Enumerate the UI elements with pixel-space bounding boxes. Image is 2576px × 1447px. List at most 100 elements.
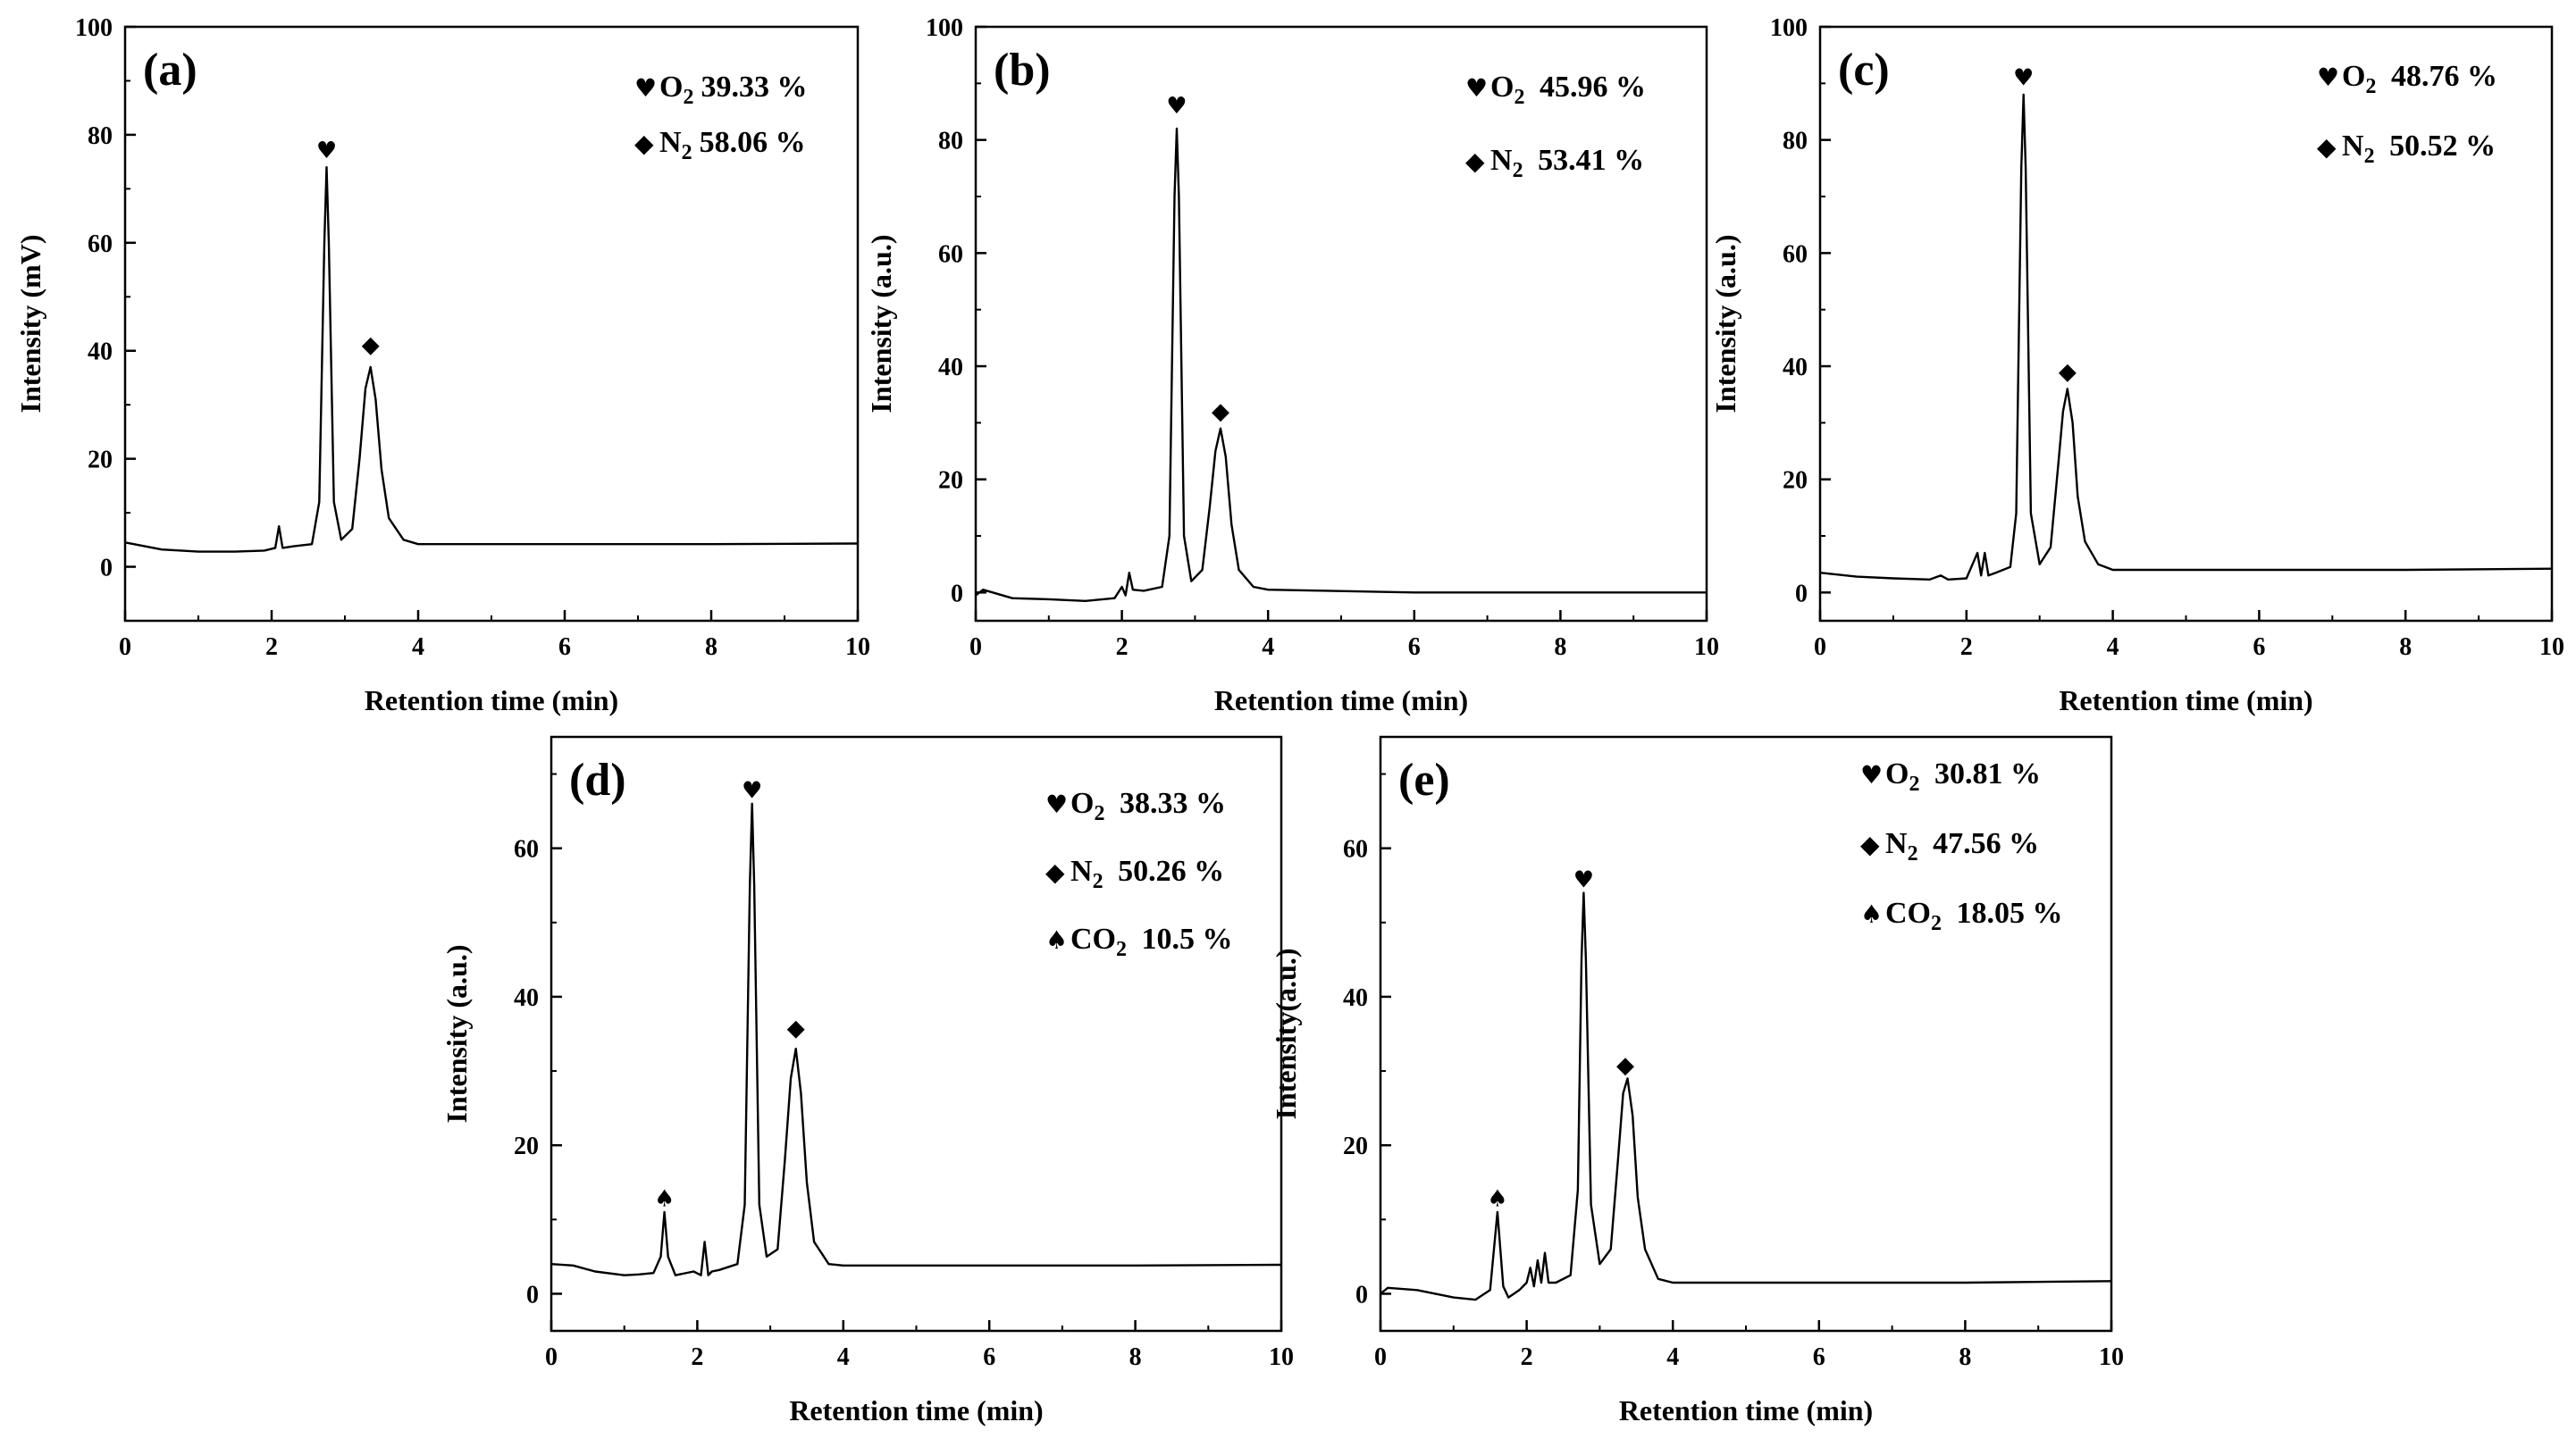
x-tick-label: 4 xyxy=(1666,1343,1679,1371)
legend-symbol-n2: ◆ xyxy=(1045,857,1065,887)
panel-d: 0 2 4 6 8 10 0 20 40 60 Retention time (min) Intens… xyxy=(441,735,1294,1426)
x-tick-label: 0 xyxy=(969,633,982,661)
y-tick-label: 100 xyxy=(926,14,963,42)
x-tick-label: 8 xyxy=(1554,633,1566,661)
legend-value: 30.81 % xyxy=(1926,757,2041,790)
x-tick-label: 2 xyxy=(265,633,278,661)
legend-entry-o2: O2 30.81 % xyxy=(1885,757,2041,796)
plot-frame xyxy=(123,25,860,623)
legend-formula: N xyxy=(1885,827,1908,860)
chromatogram-line xyxy=(124,166,859,553)
legend-value: 38.33 % xyxy=(1112,787,1226,820)
x-tick-label: 6 xyxy=(2253,633,2265,661)
y-tick-label: 80 xyxy=(88,122,113,150)
legend-formula: O xyxy=(1490,71,1514,104)
legend-value: 53.41 % xyxy=(1531,144,1645,177)
x-tick-label: 2 xyxy=(691,1343,703,1371)
legend-symbol-o2: ♥ xyxy=(634,73,657,103)
x-tick-label: 2 xyxy=(1521,1343,1533,1371)
legend-symbol-o2: ♥ xyxy=(2317,63,2339,92)
x-tick-label: 8 xyxy=(2399,633,2412,661)
peak-marker-o2: ♥ xyxy=(316,138,337,164)
x-tick-label: 6 xyxy=(558,633,571,661)
y-axis-title: Intensity (a.u.) xyxy=(441,944,473,1123)
legend-formula: N xyxy=(1490,144,1513,177)
legend-subscript: 2 xyxy=(1909,773,1919,796)
y-tick-label: 80 xyxy=(938,128,963,155)
chromatogram-line xyxy=(550,802,1282,1276)
x-axis-title: Retention time (min) xyxy=(2059,684,2312,716)
y-tick-label: 40 xyxy=(514,984,539,1012)
y-tick-label: 20 xyxy=(1783,467,1808,495)
legend-symbol-n2: ◆ xyxy=(1860,830,1880,859)
legend-value: 48.76 % xyxy=(2383,60,2497,93)
peak-marker-n2: ◆ xyxy=(362,332,380,359)
x-axis-title: Retention time (min) xyxy=(1214,684,1468,716)
chromatogram-line xyxy=(975,127,1707,602)
panel-e: 0 2 4 6 8 10 0 20 40 60 Retention time (min) Intens… xyxy=(1270,735,2124,1426)
y-tick-label: 60 xyxy=(88,230,113,258)
x-tick-label: 4 xyxy=(1262,633,1274,661)
legend-formula: N xyxy=(659,126,682,159)
legend-subscript: 2 xyxy=(1931,912,1942,935)
panel-label: (d) xyxy=(569,755,626,806)
legend-entry-co2: CO2 18.05 % xyxy=(1885,897,2063,935)
y-tick-label: 100 xyxy=(75,14,113,42)
legend-entry-o2: O2 39.33 % xyxy=(659,71,807,109)
chromatogram-line xyxy=(1380,891,2112,1301)
x-tick-label: 4 xyxy=(837,1343,850,1371)
x-tick-label: 0 xyxy=(545,1343,558,1371)
legend-entry-o2: O2 38.33 % xyxy=(1070,787,1226,825)
y-axis-title: Intensity(a.u.) xyxy=(1270,948,1302,1119)
legend-value: 10.5 % xyxy=(1134,923,1233,956)
x-tick-label: 6 xyxy=(983,1343,995,1371)
legend-formula: O xyxy=(2342,60,2365,93)
legend-entry-n2: N2 50.26 % xyxy=(1070,855,1224,893)
y-tick-label: 20 xyxy=(938,467,963,495)
legend-subscript: 2 xyxy=(683,86,693,109)
y-tick-label: 80 xyxy=(1783,128,1808,155)
x-tick-label: 10 xyxy=(1269,1343,1294,1371)
plot-frame xyxy=(1379,735,2113,1333)
chromatogram-line xyxy=(1819,93,2553,581)
x-tick-label: 2 xyxy=(1116,633,1129,661)
y-tick-label: 0 xyxy=(100,555,113,582)
legend-entry-o2: O2 45.96 % xyxy=(1490,71,1646,109)
legend-value: 39.33 % xyxy=(701,71,807,104)
y-tick-label: 60 xyxy=(514,836,539,864)
x-tick-label: 10 xyxy=(2099,1343,2124,1371)
legend-subscript: 2 xyxy=(2364,145,2375,168)
legend-symbol-o2: ♥ xyxy=(1045,790,1068,819)
legend-value: 58.06 % xyxy=(700,126,806,159)
y-tick-label: 100 xyxy=(1770,14,1808,42)
y-axis-title: Intensity (a.u.) xyxy=(1709,234,1741,413)
legend-symbol-o2: ♥ xyxy=(1860,760,1883,790)
y-tick-label: 0 xyxy=(1795,580,1808,607)
x-tick-label: 6 xyxy=(1408,633,1421,661)
legend-symbol-co2: ♠ xyxy=(1045,925,1068,955)
legend-entry-o2: O2 48.76 % xyxy=(2342,60,2497,98)
legend-value: 50.52 % xyxy=(2382,130,2496,163)
x-tick-label: 0 xyxy=(1374,1343,1387,1371)
plot-frame xyxy=(1818,25,2554,623)
y-tick-label: 20 xyxy=(514,1133,539,1160)
peak-marker-n2: ◆ xyxy=(1616,1052,1634,1079)
peak-marker-n2: ◆ xyxy=(1212,398,1229,425)
legend-symbol-n2: ◆ xyxy=(2317,132,2337,162)
legend-subscript: 2 xyxy=(682,141,692,164)
panel-label: (b) xyxy=(994,45,1051,96)
x-tick-label: 10 xyxy=(1694,633,1719,661)
x-axis-title: Retention time (min) xyxy=(789,1394,1043,1426)
panel-label: (a) xyxy=(143,45,197,96)
legend-subscript: 2 xyxy=(1093,870,1103,893)
legend-formula: CO xyxy=(1885,897,1931,930)
legend-value: 47.56 % xyxy=(1926,827,2040,860)
y-tick-label: 60 xyxy=(1783,240,1808,268)
x-tick-label: 8 xyxy=(705,633,717,661)
legend-entry-n2: N2 58.06 % xyxy=(659,126,806,164)
peak-marker-o2: ♥ xyxy=(1166,93,1187,120)
legend-symbol-o2: ♥ xyxy=(1465,73,1488,103)
